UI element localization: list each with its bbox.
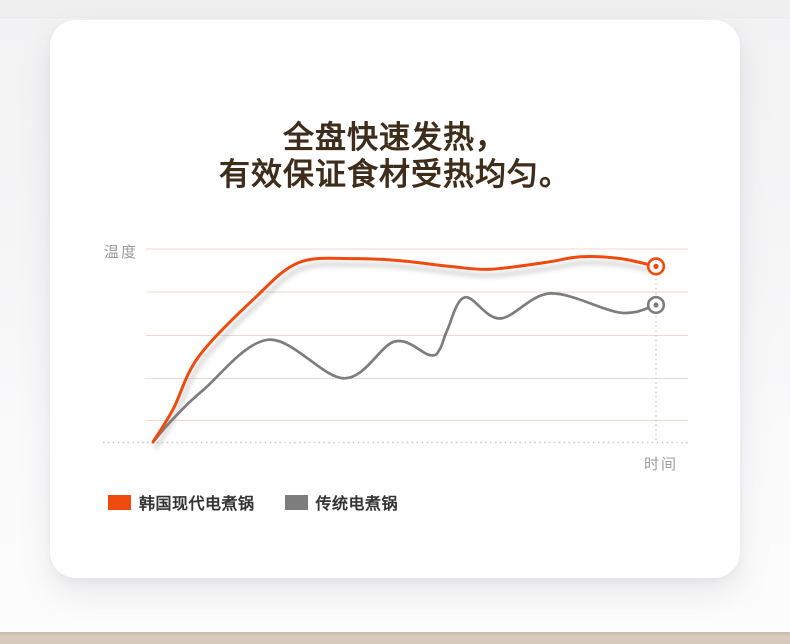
series-traditional-endpoint-icon [646, 295, 666, 315]
headline-line-2: 有效保证食材受热均匀。 [219, 157, 571, 192]
legend-swatch-traditional-icon [284, 494, 308, 510]
legend-item-hyundai: 韩国现代电煮锅 [108, 490, 255, 514]
series-traditional-line [151, 292, 658, 444]
headline: 全盘快速发热， 有效保证食材受热均匀。 [50, 119, 740, 193]
legend-label-hyundai: 韩国现代电煮锅 [139, 496, 255, 513]
chart-legend: 韩国现代电煮锅 传统电煮锅 [108, 490, 398, 514]
series-hyundai-endpoint-icon [646, 257, 666, 276]
top-strip [0, 0, 790, 18]
series-hyundai-line [151, 255, 658, 444]
y-axis-label: 温度 [104, 244, 139, 261]
legend-label-traditional: 传统电煮锅 [315, 496, 399, 513]
headline-line-1: 全盘快速发热， [283, 120, 507, 155]
hyundai-line-shadow [153, 260, 660, 450]
gridlines [146, 248, 688, 421]
bottom-strip [0, 632, 790, 644]
x-axis-label: 时间 [644, 456, 679, 473]
legend-item-traditional: 传统电煮锅 [284, 490, 399, 514]
product-info-card: 全盘快速发热， 有效保证食材受热均匀。 [50, 20, 740, 578]
legend-swatch-hyundai-icon [108, 494, 131, 510]
